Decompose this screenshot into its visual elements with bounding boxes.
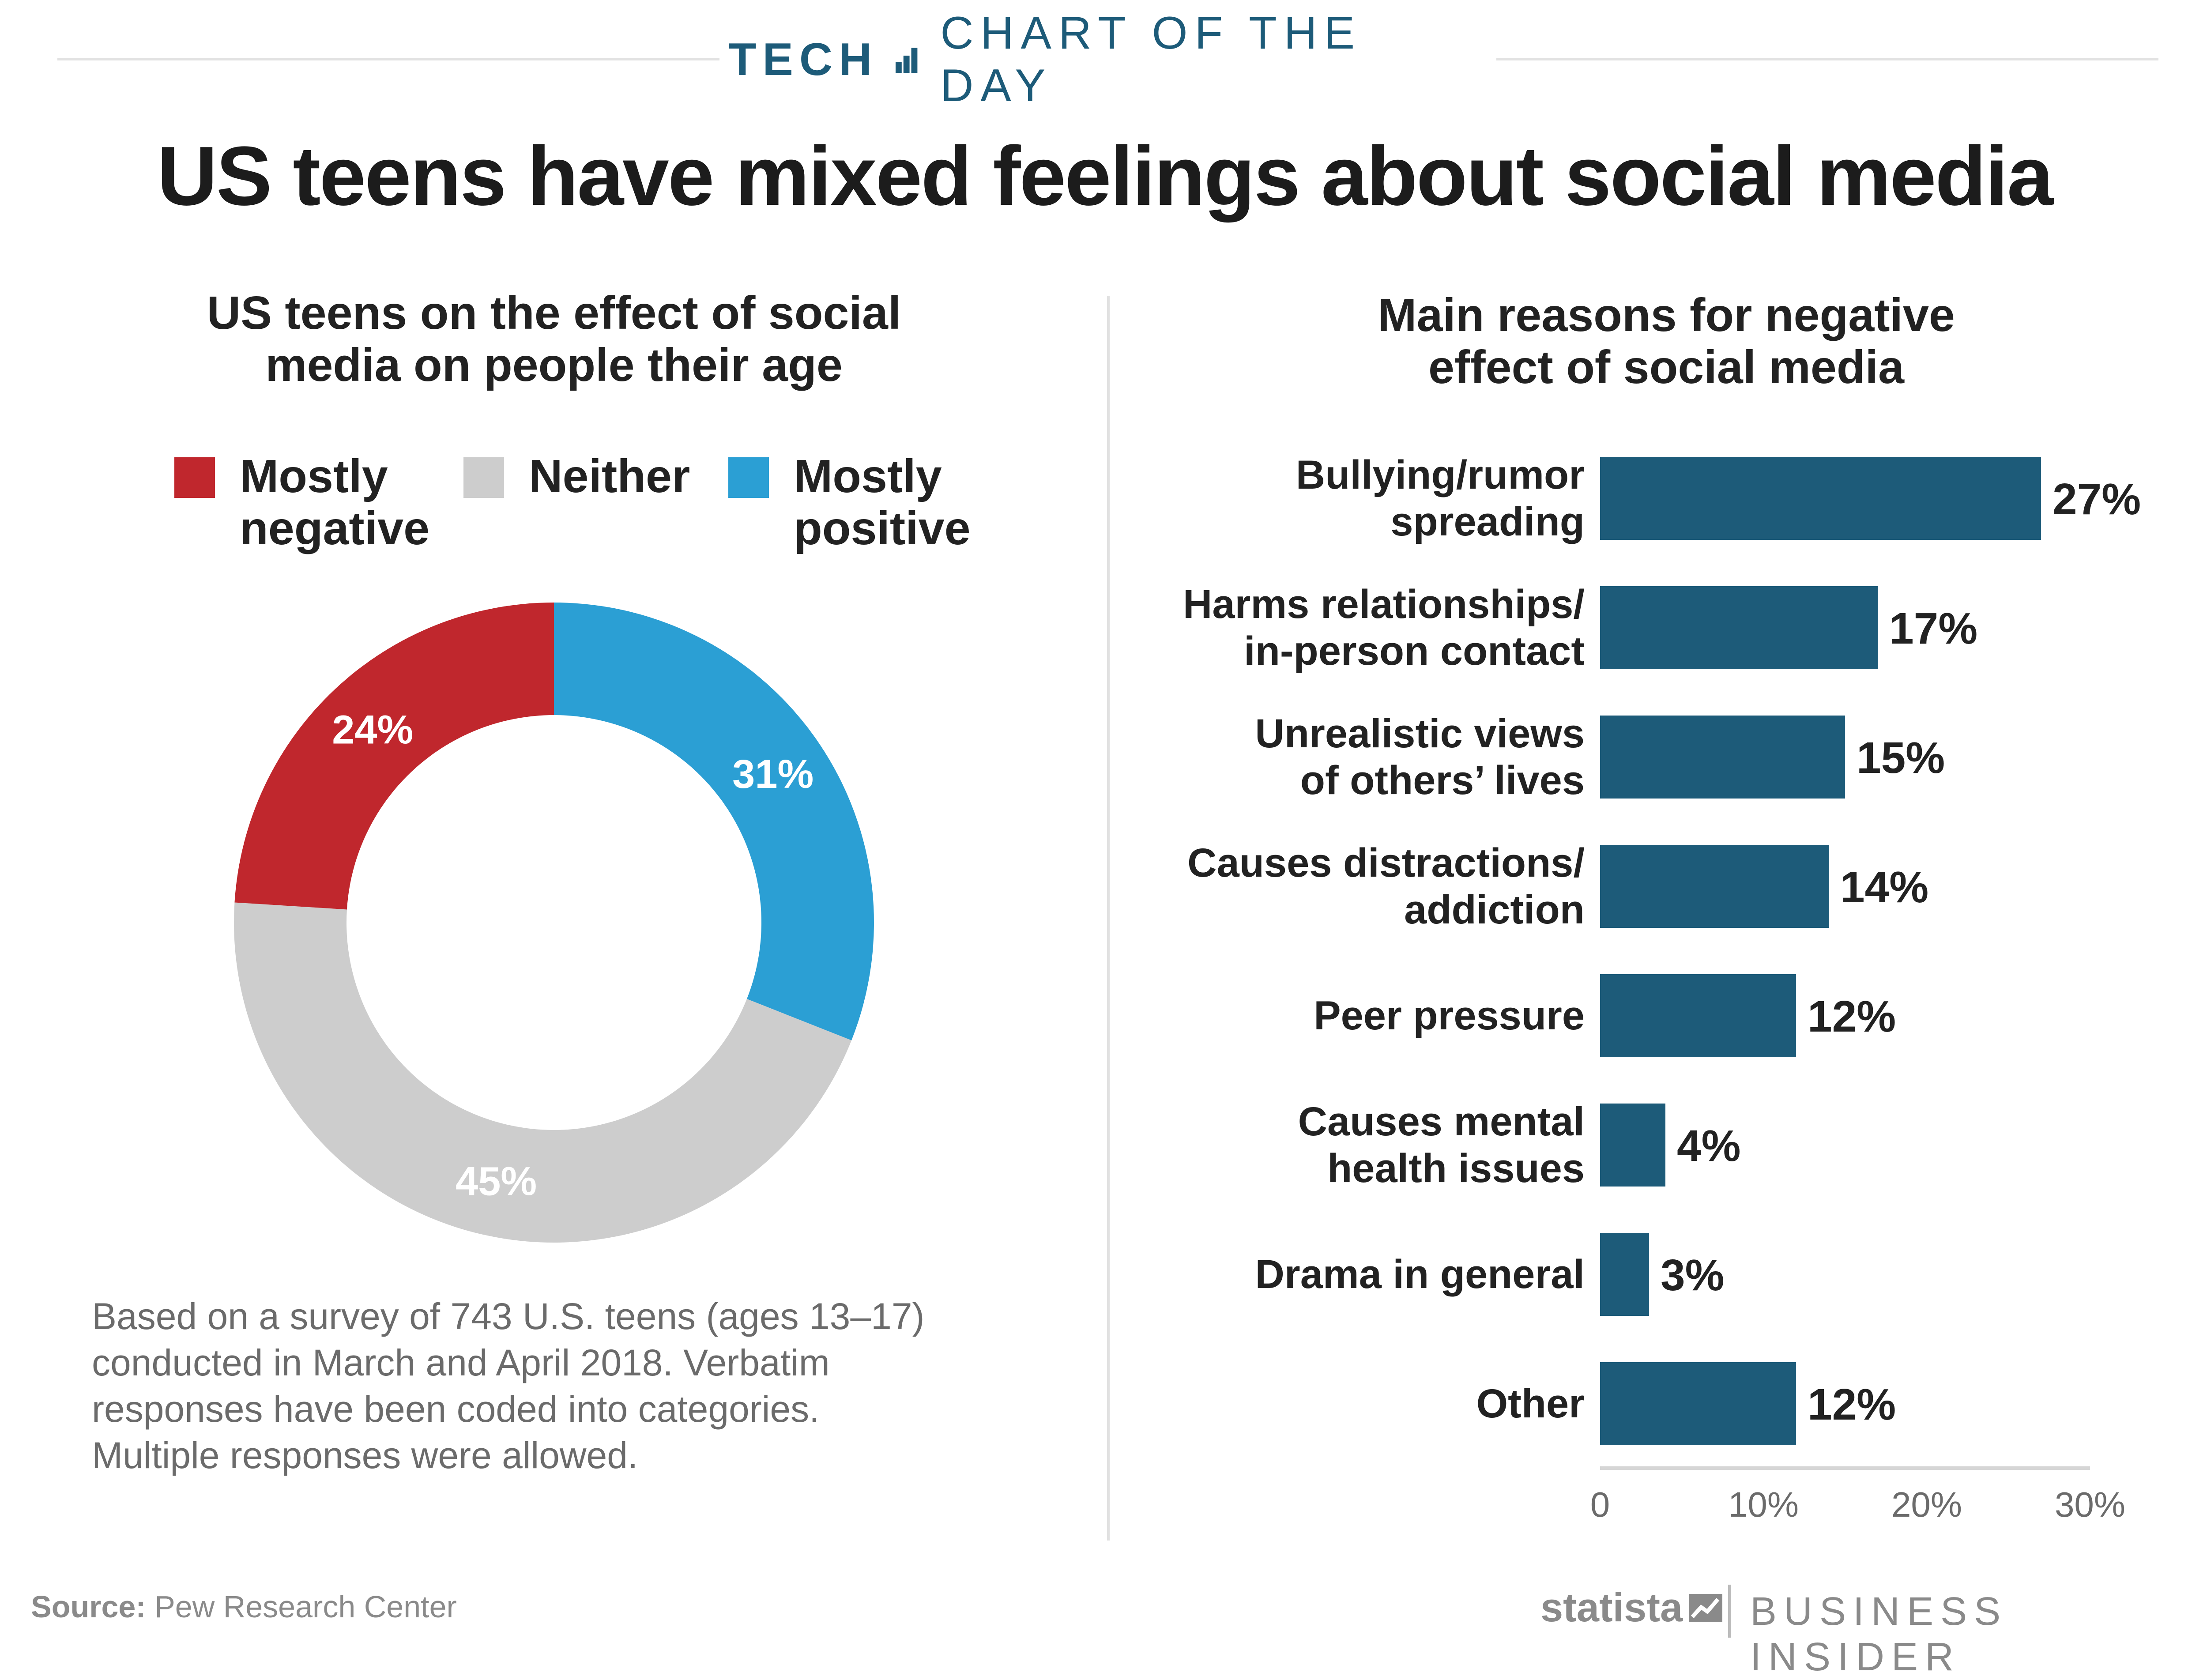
bar-category-label-line: addiction (1404, 887, 1585, 932)
bar-category-label-line: health issues (1327, 1146, 1585, 1191)
bar (1600, 1104, 1665, 1187)
source-credit: Source: Pew Research Center (31, 1589, 457, 1624)
legend-label-line1: Mostly (240, 450, 388, 502)
panel-divider (1107, 296, 1110, 1541)
donut-slice-mostly-positive (554, 603, 874, 1040)
bar-category-label-line: Causes mental (1298, 1099, 1585, 1144)
bar-category-label: Drama in general (1055, 1224, 1585, 1325)
legend-label-line2: negative (240, 502, 430, 554)
legend-swatch-mostly-positive (728, 457, 769, 498)
page-title: US teens have mixed feelings about socia… (157, 129, 2054, 223)
bar-category-label: Unrealistic views of others’ lives (1055, 707, 1585, 807)
bar-category-label-line: spreading (1390, 499, 1585, 544)
donut-subtitle-line2: media on people their age (265, 339, 843, 391)
legend-item-mostly-negative: Mostly negative (174, 450, 429, 554)
legend-label-line1: Mostly (794, 450, 942, 502)
survey-note-line: Multiple responses were allowed. (92, 1435, 638, 1476)
survey-note-line: conducted in March and April 2018. Verba… (92, 1342, 830, 1383)
donut-slice-mostly-negative (234, 603, 554, 910)
bar-category-label-line: Bullying/rumor (1296, 452, 1585, 497)
x-tick-label: 20% (1891, 1485, 1962, 1524)
header-rule-left (57, 58, 719, 60)
bar-value-label: 12% (1808, 1380, 1896, 1429)
legend-label-line1: Neither (529, 450, 690, 502)
x-tick-label: 10% (1728, 1485, 1799, 1524)
statista-wordmark: statista (1540, 1585, 1683, 1630)
bar-category-label: Other (1055, 1353, 1585, 1454)
bar (1600, 1362, 1796, 1445)
source-label: Source: (31, 1590, 146, 1624)
donut-subtitle-line1: US teens on the effect of social (207, 287, 901, 339)
bar-category-label: Bullying/rumor spreading (1055, 448, 1585, 549)
bar (1600, 974, 1796, 1057)
bar-category-label: Harms relationships/in-person contact (1055, 577, 1585, 678)
bar-value-label: 12% (1808, 992, 1896, 1041)
bar (1600, 716, 1845, 799)
bar-value-label: 27% (2053, 475, 2141, 524)
bar (1600, 845, 1829, 928)
donut-chart-subtitle: US teens on the effect of social media o… (79, 287, 1028, 391)
header-label: TECH CHART OF THE DAY (728, 8, 1488, 111)
footer-divider (1728, 1585, 1731, 1638)
bar (1600, 457, 2041, 540)
bar (1600, 1233, 1649, 1316)
legend-item-mostly-positive: Mostly positive (728, 450, 971, 554)
bar-category-label-line: Causes distractions/ (1187, 840, 1585, 885)
donut-slice-neither (234, 902, 852, 1243)
donut-chart: 31% 45% 24% (234, 603, 874, 1243)
bar-category-label: Causes mental health issues (1055, 1095, 1585, 1195)
x-tick-label: 0 (1590, 1485, 1610, 1524)
bar-subtitle-line1: Main reasons for negative (1378, 289, 1955, 341)
survey-note-line: Based on a survey of 743 U.S. teens (age… (92, 1296, 925, 1337)
legend-swatch-neither (463, 457, 504, 498)
source-text: Pew Research Center (154, 1590, 457, 1624)
x-tick-label: 30% (2055, 1485, 2125, 1524)
donut-slice-label: 45% (456, 1159, 537, 1204)
legend-label-line2: positive (794, 502, 971, 554)
survey-note: Based on a survey of 743 U.S. teens (age… (92, 1293, 975, 1479)
bar-value-label: 14% (1840, 863, 1928, 912)
bar-category-label-line: Other (1476, 1381, 1585, 1426)
bar-subtitle-line2: effect of social media (1428, 341, 1904, 393)
bar-chart-icon (896, 48, 918, 73)
header-tech: TECH (728, 34, 878, 85)
donut-slice-label: 31% (732, 752, 814, 797)
statista-logo: statista (1540, 1585, 1723, 1631)
bar-category-label: Causes distractions/addiction (1055, 836, 1585, 937)
bar-value-label: 4% (1677, 1121, 1741, 1171)
bar-category-label: Peer pressure (1055, 965, 1585, 1066)
header-rule-right (1496, 58, 2158, 60)
legend-item-neither: Neither (463, 450, 690, 502)
bar-category-label-line: Harms relationships/ (1183, 582, 1585, 627)
bar-chart-subtitle: Main reasons for negative effect of soci… (1192, 289, 2141, 393)
bar-category-label-line: Peer pressure (1314, 993, 1585, 1038)
bar-value-label: 17% (1889, 604, 1977, 653)
bar-category-label-line: Unrealistic views (1255, 711, 1585, 756)
business-insider-logo: BUSINESS INSIDER (1750, 1590, 2008, 1679)
donut-slice-label: 24% (332, 708, 413, 753)
header-chart-of-the-day: CHART OF THE DAY (940, 8, 1362, 111)
legend-swatch-mostly-negative (174, 457, 215, 498)
bar-category-label-line: in-person contact (1244, 629, 1585, 674)
bar (1600, 586, 1878, 669)
bar-category-label-line: Drama in general (1255, 1252, 1585, 1297)
bar-category-label-line: of others’ lives (1300, 758, 1585, 803)
statista-icon (1689, 1593, 1723, 1622)
bar-value-label: 15% (1857, 733, 1945, 783)
bar-value-label: 3% (1661, 1251, 1725, 1300)
survey-note-line: responses have been coded into categorie… (92, 1388, 820, 1430)
